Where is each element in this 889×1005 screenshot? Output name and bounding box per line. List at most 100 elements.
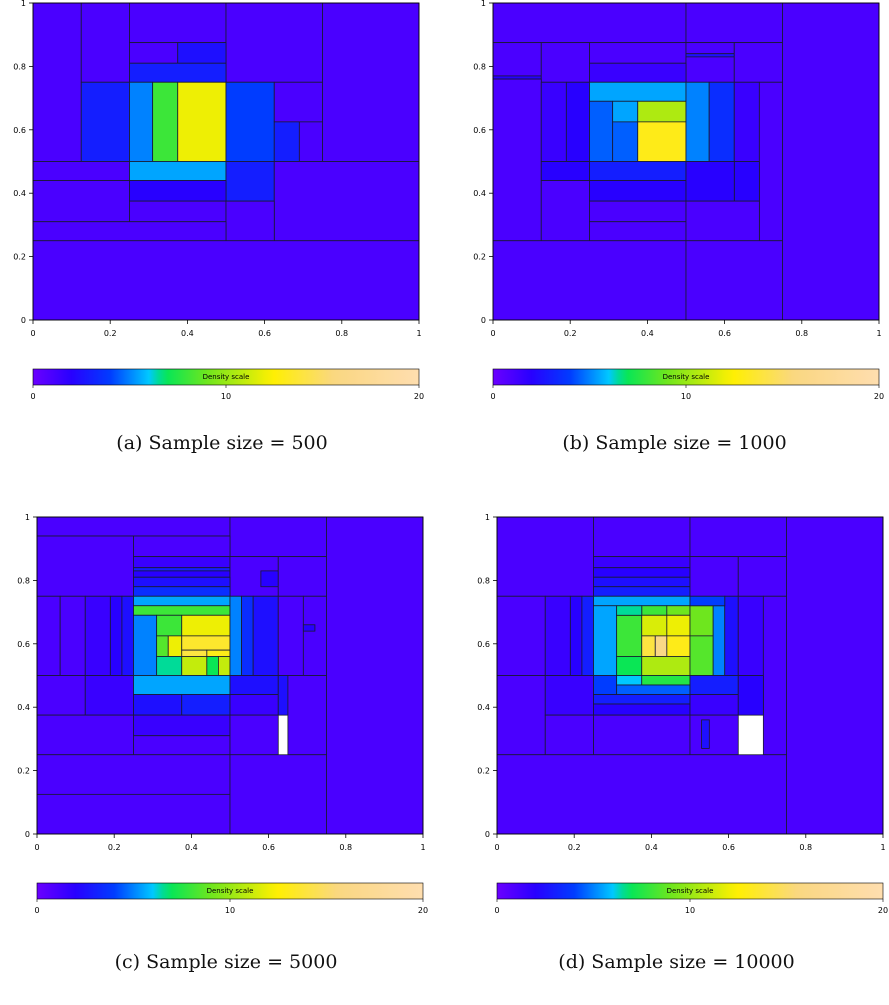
heatmap-cell-24 <box>758 81 783 242</box>
heatmap-cell-35 <box>685 240 783 321</box>
x-tick-label: 0.6 <box>258 329 271 338</box>
heatmap-cell-35 <box>544 675 594 716</box>
cells <box>492 2 880 321</box>
heatmap-cell-24 <box>32 221 227 242</box>
heatmap-cell-44 <box>229 694 279 716</box>
heatmap-cell-33 <box>685 200 760 242</box>
heatmap-cell-10 <box>152 81 179 162</box>
heatmap-cell-15 <box>84 595 111 676</box>
colorbar-title: Density scale <box>663 373 710 381</box>
heatmap-cell-51 <box>36 754 231 795</box>
heatmap-cell-42 <box>593 703 691 716</box>
x-tick-label: 0 <box>34 843 39 852</box>
heatmap-cell-12 <box>492 78 542 242</box>
heatmap-cell-7 <box>685 42 735 55</box>
y-tick-label: 0.2 <box>473 253 486 262</box>
heatmap-cell-4 <box>133 535 231 558</box>
colorbar-title: Density scale <box>203 373 250 381</box>
x-tick-label: 0.6 <box>262 843 275 852</box>
heatmap-cell-5 <box>540 42 590 83</box>
heatmap-cell-5 <box>133 556 231 569</box>
cells <box>36 516 424 835</box>
y-tick-label: 1 <box>481 0 486 8</box>
colorbar-tick-label: 10 <box>685 906 695 915</box>
heatmap-cell-38 <box>616 675 643 686</box>
heatmap-cell-26 <box>641 656 691 676</box>
heatmap-cell-36 <box>544 714 594 756</box>
heatmap-cell-29 <box>181 656 208 676</box>
heatmap-cell-8 <box>685 53 735 58</box>
y-tick-label: 0 <box>481 316 486 325</box>
heatmap-cell-31 <box>589 221 687 242</box>
heatmap-cell-25 <box>733 161 760 202</box>
heatmap-cell-49 <box>496 754 787 835</box>
heatmap-cell-3 <box>36 535 134 597</box>
heatmap-cell-17 <box>121 595 134 676</box>
heatmap-cell-18 <box>612 121 639 162</box>
heatmap-cell-29 <box>712 605 726 676</box>
heatmap-cell-14 <box>565 81 590 162</box>
heatmap-cell-3 <box>492 42 542 77</box>
y-tick-label: 1 <box>25 513 30 522</box>
heatmap-cell-13 <box>36 595 61 676</box>
x-tick-label: 0.4 <box>641 329 654 338</box>
colorbar-tick-label: 10 <box>225 906 235 915</box>
heatmap-cell-15 <box>593 605 618 676</box>
heatmap-cell-44 <box>689 694 739 716</box>
heatmap-cell-22 <box>156 635 169 657</box>
colorbar-tick-label: 20 <box>418 906 428 915</box>
heatmap-cell-16 <box>109 595 123 676</box>
heatmap-cell-37 <box>302 624 316 632</box>
heatmap-cell-6 <box>593 576 691 588</box>
heatmap-cell-2 <box>689 516 787 558</box>
heatmap-cell-20 <box>32 180 130 223</box>
heatmap-cell-41 <box>133 694 183 716</box>
heatmap-cell-9 <box>737 556 787 597</box>
heatmap-cell-23 <box>654 635 668 657</box>
heatmap-cell-35 <box>277 595 304 676</box>
heatmap-cell-12 <box>569 595 583 676</box>
heatmap-cell-1 <box>229 516 327 558</box>
heatmap-cell-17 <box>612 100 639 123</box>
heatmap-cell-17 <box>129 161 227 181</box>
heatmap-cell-33 <box>689 595 726 607</box>
heatmap-cell-52 <box>36 793 231 835</box>
y-tick-label: 0.8 <box>17 576 30 585</box>
heatmap-cell-19 <box>616 605 643 616</box>
heatmap-cell-0 <box>492 2 687 44</box>
x-tick-label: 0.2 <box>108 843 121 852</box>
panel-d: 0 0.2 0.4 0.6 0.8 1 0 0.2 0.4 0.6 0.8 1 Density scal… <box>464 513 889 1005</box>
heatmap-cell-28 <box>689 635 714 676</box>
heatmap-cell-43 <box>689 675 739 695</box>
heatmap-cell-9 <box>685 56 735 83</box>
colorbar-tick-label: 0 <box>30 392 35 401</box>
x-tick-label: 0.8 <box>795 329 808 338</box>
heatmap-cell-8 <box>80 81 130 162</box>
y-tick-label: 0.2 <box>477 767 490 776</box>
heatmap-cell-32 <box>685 161 735 202</box>
heatmap-cell-26 <box>181 635 231 651</box>
heatmap-cell-23 <box>167 635 183 657</box>
heatmap-cell-10 <box>277 556 327 597</box>
heatmap-cell-22 <box>129 200 227 223</box>
x-tick-label: 0.4 <box>645 843 658 852</box>
heatmap-cell-22 <box>708 81 735 162</box>
y-tick-label: 0.6 <box>13 126 26 135</box>
heatmap-cell-50 <box>229 714 279 756</box>
caption-d: (d) Sample size = 10000 <box>558 951 795 973</box>
x-tick-label: 0 <box>490 329 495 338</box>
caption-a: (a) Sample size = 500 <box>116 432 328 454</box>
heatmap-cell-6 <box>177 42 227 64</box>
x-tick-label: 0.8 <box>799 843 812 852</box>
heatmap-cell-4 <box>322 2 420 162</box>
heatmap-cell-46 <box>287 675 327 756</box>
heatmap-cell-13 <box>273 81 323 123</box>
heatmap-cell-5 <box>593 567 691 578</box>
x-tick-label: 0.4 <box>181 329 194 338</box>
heatmap-cell-1 <box>80 2 130 83</box>
heatmap-cell-2 <box>326 516 424 835</box>
y-tick-label: 0 <box>485 830 490 839</box>
heatmap-cell-1 <box>593 516 691 558</box>
